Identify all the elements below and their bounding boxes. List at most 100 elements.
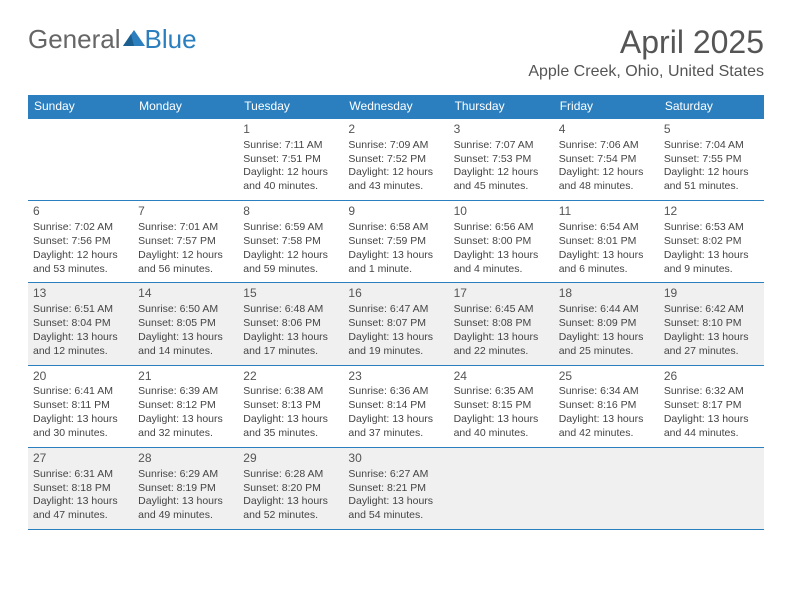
sunset-text: Sunset: 7:55 PM bbox=[664, 153, 759, 167]
daylight-text-1: Daylight: 12 hours bbox=[348, 166, 443, 180]
calendar-day-cell: 14Sunrise: 6:50 AMSunset: 8:05 PMDayligh… bbox=[133, 283, 238, 364]
calendar-week-row: 27Sunrise: 6:31 AMSunset: 8:18 PM Dayligh… bbox=[28, 448, 764, 530]
daylight-text-1: Daylight: 13 hours bbox=[664, 413, 759, 427]
calendar-grid: SundayMondayTuesdayWednesdayThursdayFrid… bbox=[28, 95, 764, 530]
daylight-text-1: Daylight: 12 hours bbox=[138, 249, 233, 263]
calendar-day-cell: 1Sunrise: 7:11 AMSunset: 7:51 PMDaylight… bbox=[238, 119, 343, 200]
sunrise-text: Sunrise: 6:39 AM bbox=[138, 385, 233, 399]
daylight-text-1: Daylight: 12 hours bbox=[559, 166, 654, 180]
daylight-text-1: Daylight: 12 hours bbox=[33, 249, 128, 263]
calendar-day-cell: 23Sunrise: 6:36 AMSunset: 8:14 PMDayligh… bbox=[343, 366, 448, 447]
sunrise-text: Sunrise: 6:53 AM bbox=[664, 221, 759, 235]
daylight-text-2: and 47 minutes. bbox=[33, 509, 128, 523]
daylight-text-1: Daylight: 13 hours bbox=[454, 413, 549, 427]
day-number: 13 bbox=[33, 286, 128, 302]
day-number: 18 bbox=[559, 286, 654, 302]
daylight-text-2: and 4 minutes. bbox=[454, 263, 549, 277]
daylight-text-2: and 30 minutes. bbox=[33, 427, 128, 441]
daylight-text-1: Daylight: 13 hours bbox=[348, 495, 443, 509]
day-number: 3 bbox=[454, 122, 549, 138]
daylight-text-1: Daylight: 13 hours bbox=[348, 413, 443, 427]
calendar-day-cell: 26Sunrise: 6:32 AMSunset: 8:17 PMDayligh… bbox=[659, 366, 764, 447]
calendar-day-cell: 21Sunrise: 6:39 AMSunset: 8:12 PMDayligh… bbox=[133, 366, 238, 447]
calendar-week-row: 6Sunrise: 7:02 AMSunset: 7:56 PMDaylight… bbox=[28, 201, 764, 283]
brand-text-1: General bbox=[28, 24, 121, 55]
daylight-text-2: and 56 minutes. bbox=[138, 263, 233, 277]
calendar-day-cell: 20Sunrise: 6:41 AMSunset: 8:11 PMDayligh… bbox=[28, 366, 133, 447]
day-number: 7 bbox=[138, 204, 233, 220]
day-number: 5 bbox=[664, 122, 759, 138]
calendar-day-cell: 22Sunrise: 6:38 AMSunset: 8:13 PMDayligh… bbox=[238, 366, 343, 447]
location-subtitle: Apple Creek, Ohio, United States bbox=[528, 63, 764, 81]
calendar-week-row: 20Sunrise: 6:41 AMSunset: 8:11 PMDayligh… bbox=[28, 366, 764, 448]
sunrise-text: Sunrise: 6:59 AM bbox=[243, 221, 338, 235]
daylight-text-1: Daylight: 13 hours bbox=[243, 495, 338, 509]
sunrise-text: Sunrise: 6:38 AM bbox=[243, 385, 338, 399]
sunset-text: Sunset: 7:52 PM bbox=[348, 153, 443, 167]
daylight-text-2: and 27 minutes. bbox=[664, 345, 759, 359]
title-block: April 2025 Apple Creek, Ohio, United Sta… bbox=[528, 24, 764, 81]
day-number: 16 bbox=[348, 286, 443, 302]
daylight-text-1: Daylight: 13 hours bbox=[664, 331, 759, 345]
calendar-day-cell bbox=[28, 119, 133, 200]
day-number: 14 bbox=[138, 286, 233, 302]
day-number: 25 bbox=[559, 369, 654, 385]
day-number: 19 bbox=[664, 286, 759, 302]
daylight-text-2: and 35 minutes. bbox=[243, 427, 338, 441]
sunrise-text: Sunrise: 6:50 AM bbox=[138, 303, 233, 317]
daylight-text-2: and 6 minutes. bbox=[559, 263, 654, 277]
sunset-text: Sunset: 8:18 PM bbox=[33, 482, 128, 496]
sunrise-text: Sunrise: 6:27 AM bbox=[348, 468, 443, 482]
daylight-text-1: Daylight: 12 hours bbox=[454, 166, 549, 180]
sunset-text: Sunset: 8:14 PM bbox=[348, 399, 443, 413]
day-number: 27 bbox=[33, 451, 128, 467]
daylight-text-2: and 25 minutes. bbox=[559, 345, 654, 359]
daylight-text-2: and 1 minute. bbox=[348, 263, 443, 277]
day-number: 11 bbox=[559, 204, 654, 220]
day-number: 21 bbox=[138, 369, 233, 385]
daylight-text-1: Daylight: 13 hours bbox=[348, 249, 443, 263]
day-number: 17 bbox=[454, 286, 549, 302]
calendar-day-cell: 8Sunrise: 6:59 AMSunset: 7:58 PMDaylight… bbox=[238, 201, 343, 282]
sunset-text: Sunset: 8:19 PM bbox=[138, 482, 233, 496]
calendar-day-cell: 25Sunrise: 6:34 AMSunset: 8:16 PMDayligh… bbox=[554, 366, 659, 447]
weekday-label: Friday bbox=[554, 95, 659, 119]
calendar-day-cell: 7Sunrise: 7:01 AMSunset: 7:57 PMDaylight… bbox=[133, 201, 238, 282]
sunset-text: Sunset: 8:20 PM bbox=[243, 482, 338, 496]
day-number: 10 bbox=[454, 204, 549, 220]
daylight-text-1: Daylight: 13 hours bbox=[243, 331, 338, 345]
daylight-text-1: Daylight: 13 hours bbox=[33, 413, 128, 427]
sunset-text: Sunset: 8:09 PM bbox=[559, 317, 654, 331]
calendar-day-cell: 9Sunrise: 6:58 AMSunset: 7:59 PMDaylight… bbox=[343, 201, 448, 282]
day-number: 2 bbox=[348, 122, 443, 138]
sunset-text: Sunset: 8:12 PM bbox=[138, 399, 233, 413]
sunrise-text: Sunrise: 6:47 AM bbox=[348, 303, 443, 317]
daylight-text-2: and 42 minutes. bbox=[559, 427, 654, 441]
sunrise-text: Sunrise: 7:11 AM bbox=[243, 139, 338, 153]
calendar-week-row: 13Sunrise: 6:51 AMSunset: 8:04 PMDayligh… bbox=[28, 283, 764, 365]
daylight-text-2: and 45 minutes. bbox=[454, 180, 549, 194]
daylight-text-2: and 54 minutes. bbox=[348, 509, 443, 523]
sunrise-text: Sunrise: 6:28 AM bbox=[243, 468, 338, 482]
daylight-text-2: and 44 minutes. bbox=[664, 427, 759, 441]
daylight-text-2: and 40 minutes. bbox=[243, 180, 338, 194]
calendar-day-cell: 6Sunrise: 7:02 AMSunset: 7:56 PMDaylight… bbox=[28, 201, 133, 282]
daylight-text-2: and 32 minutes. bbox=[138, 427, 233, 441]
sunrise-text: Sunrise: 7:07 AM bbox=[454, 139, 549, 153]
daylight-text-2: and 53 minutes. bbox=[33, 263, 128, 277]
sunrise-text: Sunrise: 6:31 AM bbox=[33, 468, 128, 482]
weekday-label: Thursday bbox=[449, 95, 554, 119]
calendar-day-cell bbox=[449, 448, 554, 529]
daylight-text-1: Daylight: 13 hours bbox=[454, 331, 549, 345]
sunrise-text: Sunrise: 6:35 AM bbox=[454, 385, 549, 399]
sunset-text: Sunset: 8:17 PM bbox=[664, 399, 759, 413]
calendar-day-cell: 17Sunrise: 6:45 AMSunset: 8:08 PMDayligh… bbox=[449, 283, 554, 364]
sunrise-text: Sunrise: 6:45 AM bbox=[454, 303, 549, 317]
sunrise-text: Sunrise: 7:06 AM bbox=[559, 139, 654, 153]
sunset-text: Sunset: 7:53 PM bbox=[454, 153, 549, 167]
daylight-text-1: Daylight: 13 hours bbox=[559, 413, 654, 427]
sunrise-text: Sunrise: 6:42 AM bbox=[664, 303, 759, 317]
sunset-text: Sunset: 8:07 PM bbox=[348, 317, 443, 331]
day-number: 12 bbox=[664, 204, 759, 220]
brand-logo: General Blue bbox=[28, 24, 197, 55]
